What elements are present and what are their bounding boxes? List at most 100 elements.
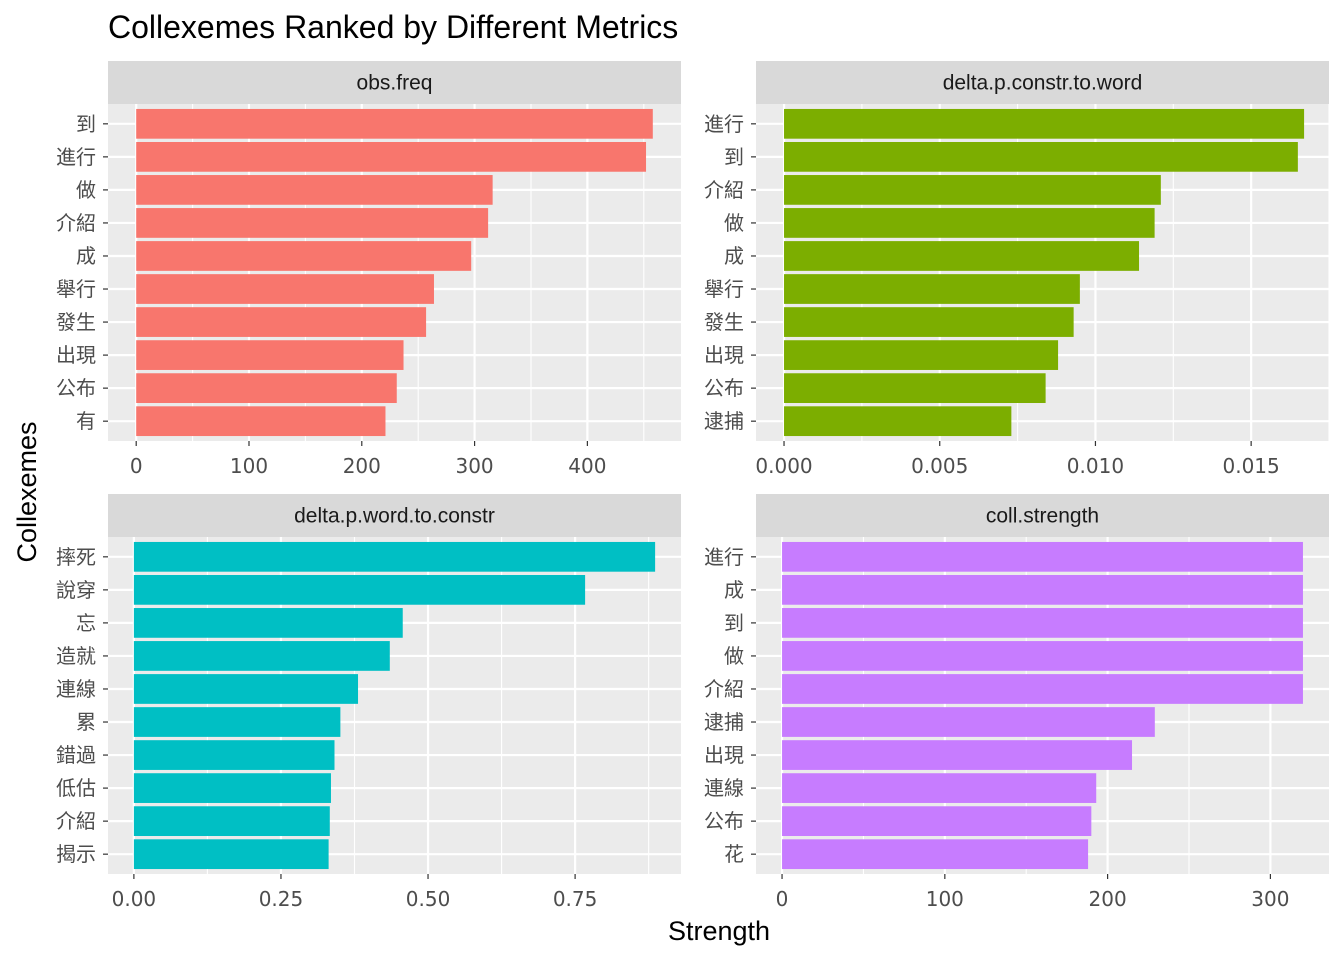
- chart-title: Collexemes Ranked by Different Metrics: [108, 9, 678, 45]
- y-axis-title: Collexemes: [12, 421, 42, 562]
- y-tick-label: 進行: [704, 112, 744, 136]
- y-tick-label: 到: [76, 112, 96, 136]
- bar: [136, 406, 386, 437]
- bar: [782, 674, 1303, 704]
- bar: [782, 541, 1303, 572]
- x-tick-label: 100: [230, 454, 268, 478]
- y-tick-label: 公布: [704, 376, 744, 400]
- y-tick-label: 介紹: [56, 211, 96, 235]
- y-tick-label: 到: [724, 611, 744, 635]
- x-tick-label: 0.75: [553, 887, 598, 911]
- y-tick-label: 發生: [56, 310, 96, 334]
- facet-strip-label: delta.p.constr.to.word: [943, 72, 1143, 95]
- y-tick-label: 做: [76, 178, 96, 202]
- x-axis-title: Strength: [668, 916, 770, 946]
- y-tick-label: 逮捕: [704, 409, 744, 433]
- x-tick-label: 300: [1251, 887, 1289, 911]
- bar: [136, 208, 489, 238]
- x-tick-label: 0.50: [406, 887, 451, 911]
- bar: [784, 175, 1161, 205]
- bar: [136, 108, 653, 139]
- y-tick-label: 成: [724, 244, 744, 268]
- y-tick-label: 舉行: [56, 277, 96, 301]
- y-tick-label: 連線: [56, 677, 96, 701]
- x-tick-label: 0.00: [112, 887, 157, 911]
- bar: [784, 274, 1080, 304]
- y-tick-label: 揭示: [56, 842, 96, 866]
- y-tick-label: 逮捕: [704, 710, 744, 734]
- x-tick-label: 0.015: [1223, 454, 1280, 478]
- y-tick-label: 做: [724, 644, 744, 668]
- y-tick-label: 成: [76, 244, 96, 268]
- y-tick-label: 成: [724, 578, 744, 602]
- x-tick-label: 0: [776, 887, 789, 911]
- y-tick-label: 介紹: [704, 178, 744, 202]
- facet-strip: [108, 494, 681, 537]
- y-tick-label: 低估: [56, 776, 96, 800]
- facet-strip-label: delta.p.word.to.constr: [294, 505, 495, 528]
- bar: [133, 839, 329, 870]
- y-tick-label: 舉行: [704, 277, 744, 301]
- y-tick-label: 有: [76, 409, 96, 433]
- bar: [784, 340, 1059, 370]
- y-tick-label: 做: [724, 211, 744, 235]
- bar: [136, 241, 472, 271]
- facet-strip-label: obs.freq: [357, 72, 433, 95]
- bar: [782, 806, 1092, 837]
- y-tick-label: 進行: [56, 145, 96, 169]
- y-tick-label: 連線: [704, 776, 744, 800]
- y-tick-label: 花: [724, 842, 744, 866]
- bar: [784, 406, 1012, 437]
- y-tick-label: 錯過: [56, 743, 96, 767]
- x-tick-label: 0.005: [911, 454, 968, 478]
- bar: [782, 839, 1089, 870]
- bar: [133, 674, 359, 704]
- bar: [136, 175, 493, 205]
- bar: [136, 141, 647, 172]
- y-tick-label: 造就: [56, 644, 96, 668]
- bar: [133, 541, 656, 572]
- bar: [133, 806, 330, 837]
- bar: [133, 574, 586, 605]
- bar: [782, 773, 1097, 803]
- bar: [133, 773, 331, 803]
- y-tick-label: 摔死: [56, 545, 96, 569]
- y-tick-label: 到: [724, 145, 744, 169]
- bar: [136, 373, 397, 404]
- bar: [133, 608, 403, 638]
- y-tick-label: 公布: [704, 809, 744, 833]
- bar: [136, 274, 434, 304]
- facet-strip-label: coll.strength: [986, 505, 1099, 528]
- bar: [782, 574, 1303, 605]
- y-tick-label: 公布: [56, 376, 96, 400]
- y-tick-label: 出現: [56, 343, 96, 367]
- facet-strip: [756, 61, 1329, 104]
- bar: [784, 208, 1155, 238]
- y-tick-label: 說穿: [56, 578, 96, 602]
- y-tick-label: 出現: [704, 743, 744, 767]
- y-tick-label: 進行: [704, 545, 744, 569]
- x-tick-label: 300: [455, 454, 493, 478]
- x-tick-label: 0.000: [755, 454, 812, 478]
- bar: [784, 108, 1305, 139]
- x-tick-label: 200: [343, 454, 381, 478]
- bar: [784, 373, 1046, 404]
- x-tick-label: 0: [130, 454, 143, 478]
- bar: [784, 307, 1074, 337]
- y-tick-label: 發生: [704, 310, 744, 334]
- bar: [782, 608, 1303, 638]
- facet-strip: [108, 61, 681, 104]
- y-tick-label: 介紹: [704, 677, 744, 701]
- bar: [133, 641, 390, 671]
- x-tick-label: 0.25: [259, 887, 304, 911]
- bar: [782, 740, 1133, 770]
- facet-strip: [756, 494, 1329, 537]
- y-tick-label: 出現: [704, 343, 744, 367]
- bar: [136, 307, 427, 337]
- bar: [133, 740, 335, 770]
- y-tick-label: 忘: [76, 611, 96, 635]
- x-tick-label: 0.010: [1067, 454, 1124, 478]
